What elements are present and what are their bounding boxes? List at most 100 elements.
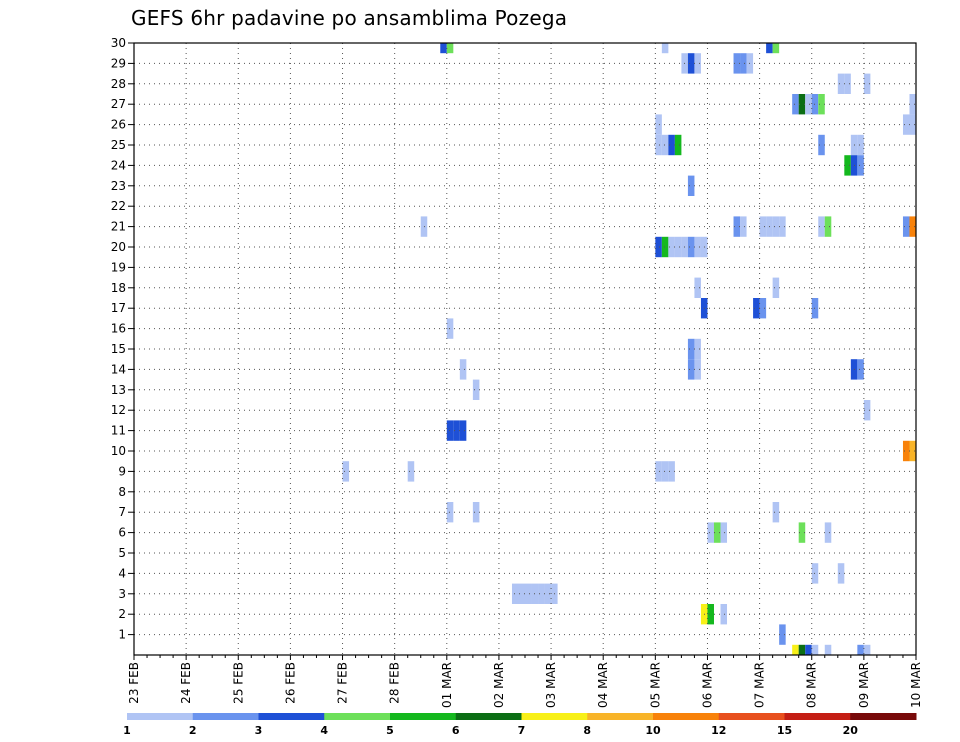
colorbar-label: 12 xyxy=(711,724,726,737)
heatmap-cell xyxy=(779,216,786,237)
x-tick-label: 26 FEB xyxy=(283,662,297,704)
heatmap-cell xyxy=(713,522,721,543)
y-tick-label: 23 xyxy=(111,179,126,193)
y-tick-label: 12 xyxy=(111,403,126,417)
heatmap-cell xyxy=(824,216,832,237)
heatmap-cell xyxy=(446,43,454,54)
colorbar-segment xyxy=(192,713,259,720)
heatmap-cell xyxy=(668,134,675,156)
y-tick-label: 3 xyxy=(118,587,126,601)
heatmap-cell xyxy=(766,43,773,54)
heatmap-cell xyxy=(798,644,806,655)
heatmap-cell xyxy=(857,359,864,380)
heatmap-cell xyxy=(472,502,480,523)
y-tick-label: 15 xyxy=(111,342,126,356)
colorbar-segment xyxy=(455,713,522,720)
heatmap-cell xyxy=(674,134,682,156)
heatmap-cell xyxy=(818,134,825,156)
heatmap-cell xyxy=(909,440,916,462)
x-tick-label: 02 MAR xyxy=(492,662,506,708)
heatmap-cell xyxy=(733,53,741,74)
heatmap-cell xyxy=(798,522,806,543)
y-tick-label: 1 xyxy=(118,628,126,642)
x-tick-label: 01 MAR xyxy=(440,662,454,708)
x-tick-label: 05 MAR xyxy=(648,662,662,708)
y-tick-label: 24 xyxy=(111,158,126,172)
heatmap-cell xyxy=(342,461,350,482)
heatmap-cell xyxy=(661,236,669,258)
y-tick-label: 4 xyxy=(118,566,126,580)
colorbar-label: 10 xyxy=(645,724,661,737)
heatmap-cell xyxy=(707,604,714,625)
y-tick-label: 9 xyxy=(118,464,126,478)
heatmap-cell xyxy=(902,440,910,462)
heatmap-cell xyxy=(661,43,669,54)
heatmap-cell xyxy=(844,155,851,176)
colorbar-segment xyxy=(324,713,391,720)
y-tick-label: 22 xyxy=(111,199,126,213)
chart-title: GEFS 6hr padavine po ansamblima Pozega xyxy=(131,6,568,30)
colorbar-label: 3 xyxy=(255,724,263,737)
heatmap-cell xyxy=(407,461,415,482)
heatmap-cell xyxy=(772,43,780,54)
y-tick-label: 5 xyxy=(118,546,126,560)
heatmap-cell xyxy=(798,94,806,115)
heatmap-cell xyxy=(655,134,662,156)
heatmap-cell xyxy=(909,216,916,237)
y-tick-label: 10 xyxy=(111,444,126,458)
y-tick-label: 30 xyxy=(111,36,126,50)
y-tick-label: 8 xyxy=(118,485,126,499)
heatmap-cell xyxy=(694,277,701,298)
heatmap-cell xyxy=(694,359,701,380)
heatmap-cell xyxy=(740,216,747,237)
colorbar-segment xyxy=(784,713,851,720)
heatmap-cell xyxy=(772,502,780,523)
colorbar-segment xyxy=(521,713,588,720)
y-tick-label: 21 xyxy=(111,220,126,234)
heatmap-cell xyxy=(518,583,525,604)
heatmap-cell xyxy=(661,134,669,156)
heatmap-cell xyxy=(674,236,682,258)
colorbar-label: 4 xyxy=(320,724,328,737)
heatmap-cell xyxy=(902,216,910,237)
x-tick-label: 09 MAR xyxy=(857,662,871,708)
x-tick-label: 04 MAR xyxy=(596,662,610,708)
heatmap-cell xyxy=(525,583,532,604)
heatmap-cell xyxy=(446,502,454,523)
heatmap-cell xyxy=(668,236,675,258)
y-tick-label: 29 xyxy=(111,56,126,70)
colorbar-label: 7 xyxy=(518,724,526,737)
heatmap-cell xyxy=(733,216,741,237)
heatmap-cell xyxy=(857,644,864,655)
heatmap-cell xyxy=(759,216,767,237)
heatmap-cell xyxy=(740,53,747,74)
heatmap-cell xyxy=(759,298,767,319)
heatmap-cell xyxy=(511,583,519,604)
x-tick-label: 10 MAR xyxy=(909,662,923,708)
y-axis: 1234567891011121314151617181920212223242… xyxy=(111,36,134,642)
heatmap-cell xyxy=(857,134,864,156)
colorbar-label: 1 xyxy=(123,724,131,737)
heatmap-cell xyxy=(837,73,845,94)
heatmap-cell xyxy=(837,563,845,584)
colorbar-label: 6 xyxy=(452,724,460,737)
heatmap-cell xyxy=(687,175,695,196)
x-tick-label: 24 FEB xyxy=(179,662,193,704)
colorbar-segment xyxy=(127,713,194,720)
colorbar-segment xyxy=(850,713,917,720)
heatmap-cell xyxy=(792,644,799,655)
x-tick-label: 08 MAR xyxy=(805,662,819,708)
heatmap-cell xyxy=(655,114,662,135)
heatmap-cell xyxy=(687,53,695,74)
x-axis: 23 FEB 24 FEB 25 FEB 26 FEB 27 FEB 28 FEB 01 M… xyxy=(127,655,923,708)
heatmap-cell xyxy=(687,359,695,380)
heatmap-cell xyxy=(818,94,825,115)
y-tick-label: 25 xyxy=(111,138,126,152)
heatmap-cell xyxy=(772,277,780,298)
colorbar-segment xyxy=(718,713,785,720)
heatmap-cell xyxy=(909,94,916,115)
heatmap-cell xyxy=(720,604,728,625)
heatmap-cell xyxy=(661,461,669,482)
heatmap-cell xyxy=(857,155,864,176)
